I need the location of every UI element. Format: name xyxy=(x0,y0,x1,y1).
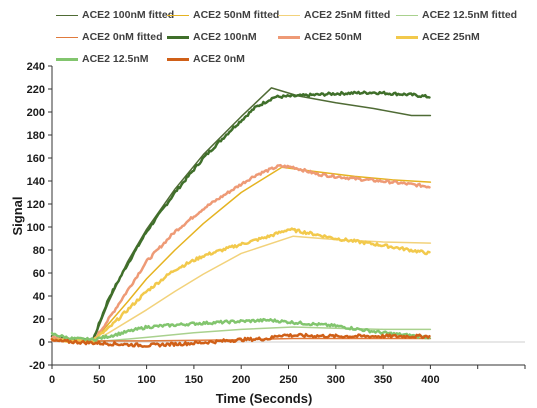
series-line xyxy=(50,163,431,344)
legend-label: ACE2 0nM fitted xyxy=(82,31,163,43)
legend-item: ACE2 100nM xyxy=(167,30,257,44)
legend-swatch xyxy=(167,57,189,61)
legend-label: ACE2 12.5nM xyxy=(82,53,149,65)
x-tick-label: 0 xyxy=(49,374,55,386)
y-tick-label: 100 xyxy=(27,222,45,234)
legend-swatch xyxy=(167,14,189,16)
y-tick-label: 160 xyxy=(27,153,45,165)
x-axis-title: Time (Seconds) xyxy=(216,391,313,406)
axes xyxy=(48,65,526,369)
series-line xyxy=(51,337,432,342)
y-tick-label: 40 xyxy=(33,291,45,303)
series-line xyxy=(50,90,431,343)
legend-item: ACE2 25nM xyxy=(396,30,480,44)
legend-swatch xyxy=(396,35,418,39)
legend-item: ACE2 12.5nM xyxy=(56,52,149,66)
series-line xyxy=(50,227,431,344)
tick-labels: -20 0 20 40 60 80 100 120 140 160 180 200 220 240 0 50 1… xyxy=(27,61,440,386)
y-tick-label: 200 xyxy=(27,107,45,119)
series-line xyxy=(50,332,431,348)
x-tick-label: 400 xyxy=(421,374,439,386)
plot-series xyxy=(50,87,432,348)
legend-swatch xyxy=(396,14,418,16)
legend-item: ACE2 0nM xyxy=(167,52,245,66)
legend-swatch xyxy=(278,35,300,39)
y-tick-label: 0 xyxy=(39,337,45,349)
x-tick-label: 250 xyxy=(279,374,297,386)
legend-item: ACE2 50nM xyxy=(278,30,362,44)
y-tick-label: 120 xyxy=(27,199,45,211)
series-line xyxy=(50,317,431,343)
legend-item: ACE2 50nM fitted xyxy=(167,8,279,22)
legend-label: ACE2 100nM fitted xyxy=(82,9,175,21)
x-tick-label: 50 xyxy=(93,374,105,386)
legend-label: ACE2 0nM xyxy=(193,53,245,65)
legend-label: ACE2 12.5nM fitted xyxy=(422,9,518,21)
legend-label: ACE2 100nM xyxy=(193,31,257,43)
y-tick-label: -20 xyxy=(29,360,45,372)
y-axis-title: Signal xyxy=(10,196,25,235)
x-tick-label: 350 xyxy=(374,374,392,386)
legend-label: ACE2 25nM xyxy=(422,31,480,43)
x-tick-label: 300 xyxy=(327,374,345,386)
y-tick-label: 240 xyxy=(27,61,45,73)
y-tick-label: 220 xyxy=(27,84,45,96)
y-tick-label: 60 xyxy=(33,268,45,280)
legend-label: ACE2 25nM fitted xyxy=(304,9,391,21)
legend-label: ACE2 50nM fitted xyxy=(193,9,280,21)
x-tick-label: 100 xyxy=(137,374,155,386)
y-tick-label: 180 xyxy=(27,130,45,142)
legend-swatch xyxy=(278,14,300,16)
legend-swatch xyxy=(167,35,189,39)
legend-swatch xyxy=(56,57,78,61)
series-line xyxy=(51,87,432,343)
x-tick-label: 200 xyxy=(232,374,250,386)
legend-item: ACE2 100nM fitted xyxy=(56,8,174,22)
legend-item: ACE2 0nM fitted xyxy=(56,30,163,44)
legend-label: ACE2 50nM xyxy=(304,31,362,43)
y-tick-label: 140 xyxy=(27,176,45,188)
legend-swatch xyxy=(56,14,78,16)
x-tick-label: 150 xyxy=(185,374,203,386)
y-tick-label: 20 xyxy=(33,314,45,326)
legend-item: ACE2 12.5nM fitted xyxy=(396,8,517,22)
legend-item: ACE2 25nM fitted xyxy=(278,8,390,22)
legend-swatch xyxy=(56,36,78,38)
y-tick-label: 80 xyxy=(33,245,45,257)
